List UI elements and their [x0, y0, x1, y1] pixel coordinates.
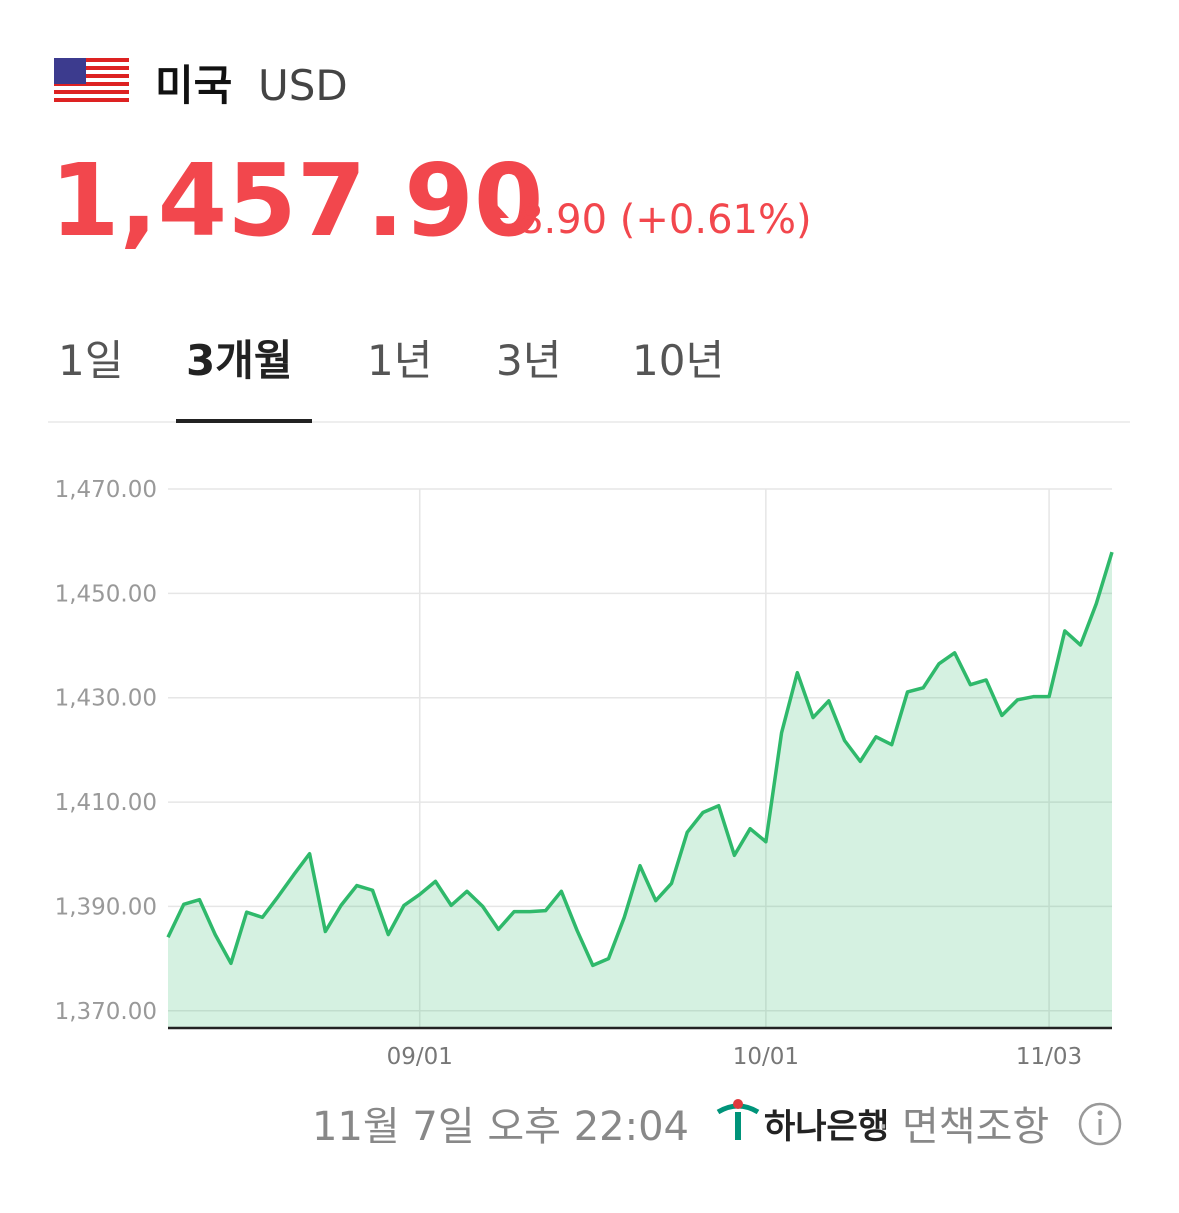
y-tick-label: 1,410.00 — [55, 790, 157, 816]
y-tick-label: 1,390.00 — [55, 894, 157, 920]
line — [166, 551, 1114, 968]
chart: 1,370.00 1,390.00 1,410.00 1,430.00 1,450.00… — [55, 477, 1114, 1070]
x-tick-label: 09/01 — [387, 1044, 453, 1070]
tab[interactable]: 3년 — [496, 336, 561, 385]
bank-logo — [716, 1099, 760, 1140]
info-icon[interactable] — [1078, 1102, 1122, 1146]
divider — [48, 421, 1130, 423]
y-tick-label: 1,470.00 — [55, 477, 157, 503]
tab-active[interactable]: 3개월 — [186, 336, 293, 385]
price: 1,457.90 — [50, 142, 543, 259]
separator: · — [878, 1107, 889, 1147]
tab[interactable]: 1년 — [367, 336, 432, 385]
currency: USD — [258, 61, 348, 110]
x-tick-label: 10/01 — [733, 1044, 799, 1070]
area — [168, 552, 1112, 1028]
flag — [54, 58, 129, 106]
y-tick-label: 1,430.00 — [55, 686, 157, 712]
y-tick-label: 1,450.00 — [55, 581, 157, 607]
x-tick-label: 11/03 — [1016, 1044, 1082, 1070]
tab[interactable]: 1일 — [58, 336, 123, 385]
disclaimer[interactable]: 면책조항 — [902, 1104, 1049, 1150]
country: 미국 — [155, 61, 232, 110]
tab-underline — [176, 419, 312, 423]
up-arrow — [485, 205, 509, 218]
y-tick-label: 1,370.00 — [55, 999, 157, 1025]
timestamp: 11월 7일 오후 22:04 — [312, 1104, 689, 1150]
bank-name: 하나은행 — [764, 1107, 889, 1147]
tab[interactable]: 10년 — [632, 336, 724, 385]
price-change: 8.90 (+0.61%) — [518, 197, 812, 243]
